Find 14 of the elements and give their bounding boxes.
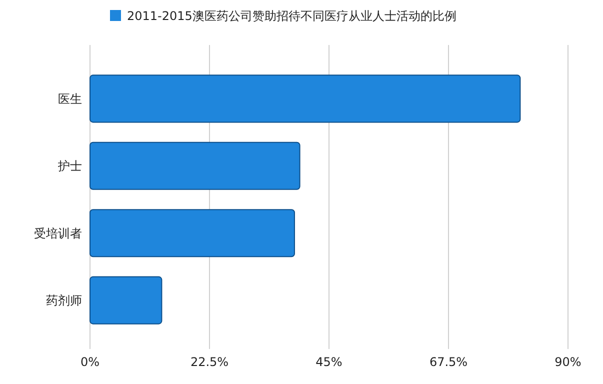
x-tick-label: 0% [80,355,100,369]
y-tick-label: 医生 [58,92,82,106]
x-tick-label: 90% [554,355,582,369]
bar [90,74,521,123]
y-tick-label: 受培训者 [34,226,82,240]
bar [90,276,162,324]
legend-label: 2011-2015澳医药公司赞助招待不同医疗从业人士活动的比例 [127,9,456,23]
bar [90,209,295,258]
bar [90,142,300,190]
x-tick-label: 67.5% [429,355,468,369]
x-tick-label: 45% [316,355,342,369]
x-tick-label: 22.5% [190,355,229,369]
y-tick-label: 护士 [57,159,82,174]
y-tick-label: 药剂师 [46,294,82,308]
